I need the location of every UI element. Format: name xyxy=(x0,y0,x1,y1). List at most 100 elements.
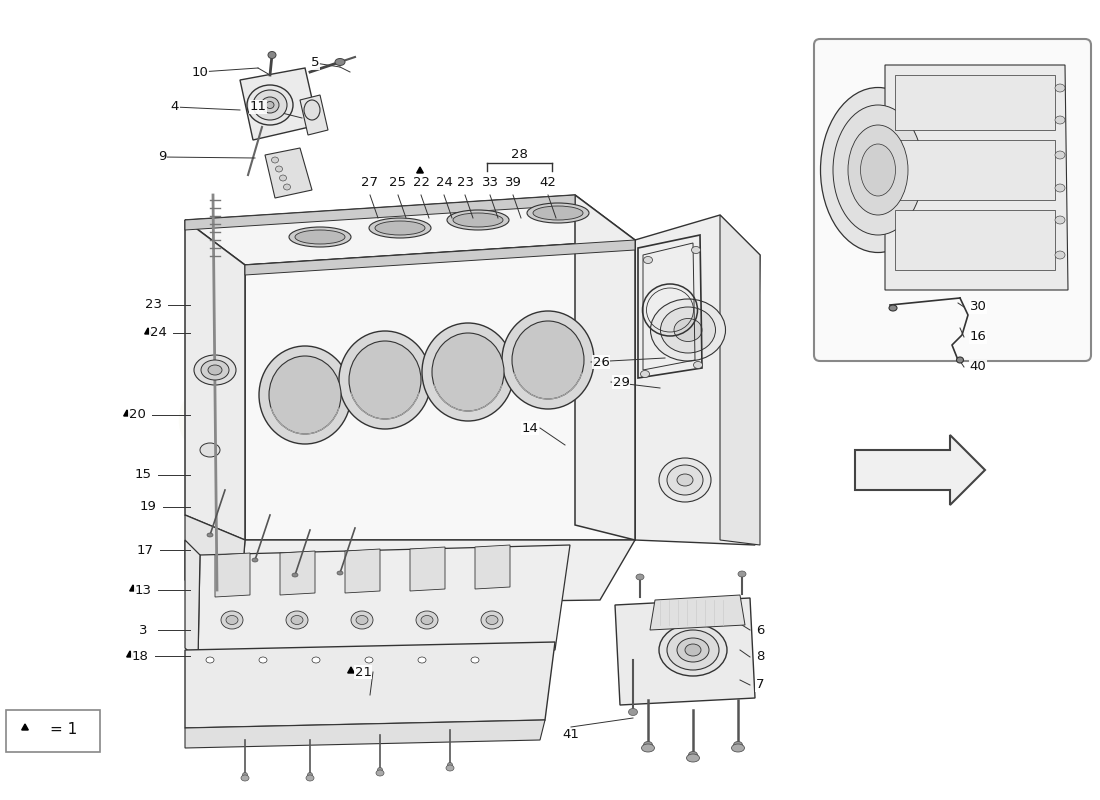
Ellipse shape xyxy=(312,657,320,663)
Polygon shape xyxy=(895,140,1055,200)
Text: 7: 7 xyxy=(756,678,764,691)
Text: 40: 40 xyxy=(969,361,987,374)
Ellipse shape xyxy=(284,184,290,190)
Ellipse shape xyxy=(667,465,703,495)
Ellipse shape xyxy=(349,341,421,419)
Text: 28: 28 xyxy=(510,149,527,162)
Polygon shape xyxy=(185,540,200,660)
Ellipse shape xyxy=(207,533,213,537)
Ellipse shape xyxy=(738,571,746,577)
Polygon shape xyxy=(886,65,1068,290)
Text: 25: 25 xyxy=(389,177,407,190)
Ellipse shape xyxy=(453,213,503,227)
Text: 10: 10 xyxy=(191,66,208,78)
Ellipse shape xyxy=(1055,251,1065,259)
Ellipse shape xyxy=(821,87,935,253)
Ellipse shape xyxy=(339,331,431,429)
Ellipse shape xyxy=(261,97,279,113)
Ellipse shape xyxy=(447,210,509,230)
Ellipse shape xyxy=(375,221,425,235)
Ellipse shape xyxy=(481,611,503,629)
Text: 17: 17 xyxy=(136,543,154,557)
Polygon shape xyxy=(280,551,315,595)
Ellipse shape xyxy=(194,355,236,385)
Ellipse shape xyxy=(848,125,908,215)
Polygon shape xyxy=(895,210,1055,270)
Ellipse shape xyxy=(448,762,452,767)
Polygon shape xyxy=(214,553,250,597)
FancyBboxPatch shape xyxy=(6,710,100,752)
Ellipse shape xyxy=(534,206,583,220)
Ellipse shape xyxy=(1055,116,1065,124)
Ellipse shape xyxy=(667,630,719,670)
Ellipse shape xyxy=(676,474,693,486)
Ellipse shape xyxy=(295,230,345,244)
Text: 29: 29 xyxy=(613,375,629,389)
Ellipse shape xyxy=(641,744,654,752)
Text: a passion for parts since 19: a passion for parts since 19 xyxy=(202,443,518,577)
Polygon shape xyxy=(348,667,354,673)
Text: 14: 14 xyxy=(521,422,538,434)
Text: 13: 13 xyxy=(134,583,152,597)
Polygon shape xyxy=(245,240,635,540)
Text: 9: 9 xyxy=(157,150,166,163)
Ellipse shape xyxy=(732,744,745,752)
Polygon shape xyxy=(410,547,446,591)
Polygon shape xyxy=(185,720,544,748)
Ellipse shape xyxy=(266,102,274,109)
Ellipse shape xyxy=(512,321,584,399)
Text: 41: 41 xyxy=(562,729,580,742)
Polygon shape xyxy=(855,435,984,505)
Text: 27: 27 xyxy=(362,177,378,190)
Ellipse shape xyxy=(292,615,302,625)
Text: 16: 16 xyxy=(969,330,987,343)
Ellipse shape xyxy=(416,611,438,629)
Polygon shape xyxy=(650,595,745,630)
Polygon shape xyxy=(240,540,635,605)
Ellipse shape xyxy=(692,246,701,254)
Ellipse shape xyxy=(221,611,243,629)
Ellipse shape xyxy=(644,257,652,263)
Polygon shape xyxy=(198,545,570,660)
Ellipse shape xyxy=(279,175,286,181)
Ellipse shape xyxy=(644,742,652,749)
Text: 15: 15 xyxy=(134,469,152,482)
Ellipse shape xyxy=(241,775,249,781)
Text: 4: 4 xyxy=(170,101,179,114)
Text: 42: 42 xyxy=(540,177,557,190)
Text: 3: 3 xyxy=(139,623,147,637)
Polygon shape xyxy=(145,328,152,334)
Ellipse shape xyxy=(258,657,267,663)
Polygon shape xyxy=(417,167,424,173)
Ellipse shape xyxy=(734,742,742,749)
Ellipse shape xyxy=(337,571,343,575)
Ellipse shape xyxy=(272,157,278,163)
Text: 24: 24 xyxy=(150,326,166,339)
Text: = 1: = 1 xyxy=(50,722,77,738)
Ellipse shape xyxy=(1055,216,1065,224)
Polygon shape xyxy=(895,75,1055,130)
FancyBboxPatch shape xyxy=(814,39,1091,361)
Ellipse shape xyxy=(268,51,276,58)
Ellipse shape xyxy=(659,458,711,502)
Ellipse shape xyxy=(200,443,220,457)
Ellipse shape xyxy=(689,751,697,758)
Polygon shape xyxy=(240,68,318,140)
Ellipse shape xyxy=(308,773,312,778)
Ellipse shape xyxy=(486,615,498,625)
Polygon shape xyxy=(185,220,245,540)
Ellipse shape xyxy=(377,767,383,773)
Text: 26: 26 xyxy=(593,355,609,369)
Polygon shape xyxy=(126,651,133,657)
Ellipse shape xyxy=(685,644,701,656)
Polygon shape xyxy=(615,598,755,705)
Ellipse shape xyxy=(258,346,351,444)
Ellipse shape xyxy=(252,558,258,562)
Polygon shape xyxy=(265,148,312,198)
Polygon shape xyxy=(130,585,136,591)
Ellipse shape xyxy=(1055,184,1065,192)
Ellipse shape xyxy=(471,657,478,663)
Ellipse shape xyxy=(1055,84,1065,92)
Ellipse shape xyxy=(659,624,727,676)
Polygon shape xyxy=(185,515,245,605)
